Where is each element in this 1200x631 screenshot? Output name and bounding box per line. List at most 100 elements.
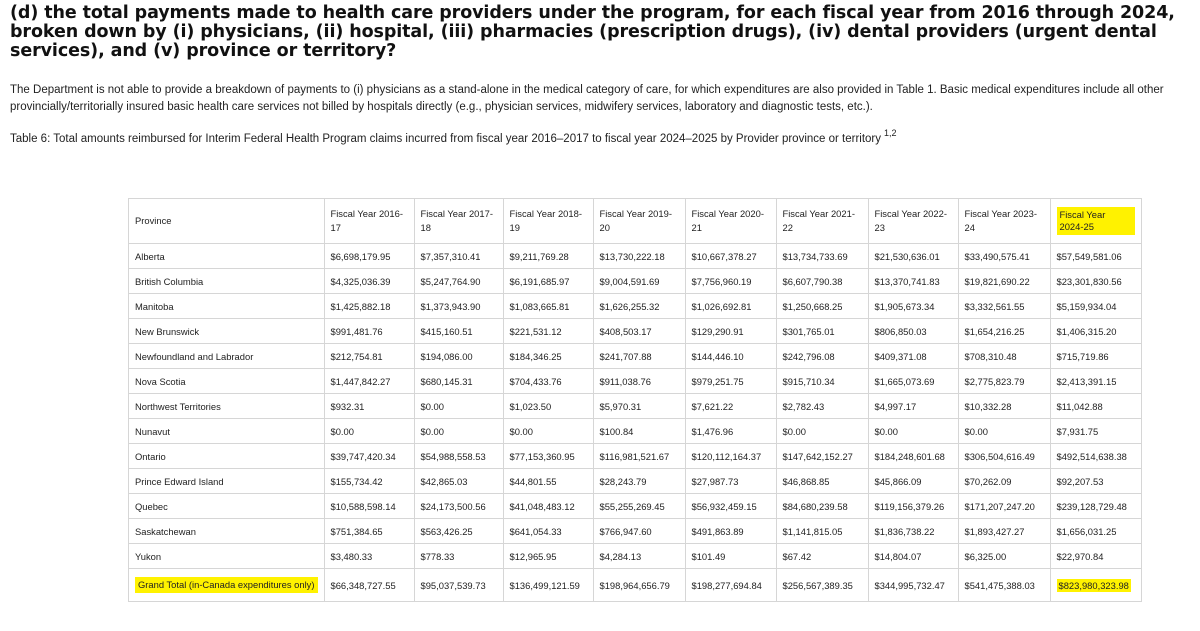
header-fy-2023-24: Fiscal Year 2023-24: [957, 198, 1051, 244]
amount-cell: $1,905,673.34: [867, 293, 959, 319]
amount-cell: $67.42: [775, 543, 869, 569]
table-row: Quebec $10,588,598.14 $24,173,500.56 $41,04…: [128, 493, 1142, 519]
amount-cell: $42,865.03: [413, 468, 504, 494]
province-name-cell: Yukon: [128, 543, 325, 569]
amount-cell: $57,549,581.06: [1049, 243, 1142, 269]
amount-cell: $1,626,255.32: [592, 293, 686, 319]
grand-total-amount-cell: $198,964,656.79: [592, 568, 686, 602]
amount-cell: $33,490,575.41: [957, 243, 1051, 269]
amount-cell: $751,384.65: [323, 518, 415, 544]
amount-cell: $7,931.75: [1049, 418, 1142, 444]
amount-cell: $70,262.09: [957, 468, 1051, 494]
grand-total-amount-cell: $198,277,694.84: [684, 568, 777, 602]
province-name-cell: Ontario: [128, 443, 325, 469]
amount-cell: $84,680,239.58: [775, 493, 869, 519]
amount-cell: $45,866.09: [867, 468, 959, 494]
amount-cell: $492,514,638.38: [1049, 443, 1142, 469]
explanation-paragraph: The Department is not able to provide a …: [10, 84, 1164, 113]
amount-cell: $5,970.31: [592, 393, 686, 419]
province-name-cell: Nova Scotia: [128, 368, 325, 394]
amount-cell: $1,373,943.90: [413, 293, 504, 319]
amount-cell: $2,775,823.79: [957, 368, 1051, 394]
header-province: Province: [128, 198, 325, 244]
footnote-reference[interactable]: 1,2: [884, 128, 897, 138]
grand-total-amount-cell: $256,567,389.35: [775, 568, 869, 602]
amount-cell: $1,836,738.22: [867, 518, 959, 544]
amount-cell: $28,243.79: [592, 468, 686, 494]
amount-cell: $23,301,830.56: [1049, 268, 1142, 294]
table-caption: Table 6: Total amounts reimbursed for In…: [10, 125, 897, 148]
amount-cell: $6,698,179.95: [323, 243, 415, 269]
amount-cell: $22,970.84: [1049, 543, 1142, 569]
table-body: Alberta $6,698,179.95 $7,357,310.41 $9,211,…: [128, 243, 1142, 602]
amount-cell: $4,997.17: [867, 393, 959, 419]
amount-cell: $409,371.08: [867, 343, 959, 369]
payments-table: Province Fiscal Year 2016-17 Fiscal Year…: [128, 198, 1142, 602]
amount-cell: $704,433.76: [502, 368, 594, 394]
amount-cell: $1,083,665.81: [502, 293, 594, 319]
amount-cell: $0.00: [867, 418, 959, 444]
header-fy-2022-23: Fiscal Year 2022-23: [867, 198, 959, 244]
amount-cell: $92,207.53: [1049, 468, 1142, 494]
amount-cell: $3,480.33: [323, 543, 415, 569]
amount-cell: $1,023.50: [502, 393, 594, 419]
amount-cell: $10,667,378.27: [684, 243, 777, 269]
province-name-cell: Northwest Territories: [128, 393, 325, 419]
amount-cell: $0.00: [957, 418, 1051, 444]
question-heading: (d) the total payments made to health ca…: [10, 3, 1175, 61]
amount-cell: $100.84: [592, 418, 686, 444]
amount-cell: $641,054.33: [502, 518, 594, 544]
amount-cell: $715,719.86: [1049, 343, 1142, 369]
amount-cell: $9,211,769.28: [502, 243, 594, 269]
amount-cell: $563,426.25: [413, 518, 504, 544]
amount-cell: $14,804.07: [867, 543, 959, 569]
amount-cell: $806,850.03: [867, 318, 959, 344]
amount-cell: $155,734.42: [323, 468, 415, 494]
grand-total-row: Grand Total (in-Canada expenditures only…: [128, 568, 1142, 602]
amount-cell: $39,747,420.34: [323, 443, 415, 469]
amount-cell: $7,621.22: [684, 393, 777, 419]
amount-cell: $708,310.48: [957, 343, 1051, 369]
amount-cell: $184,346.25: [502, 343, 594, 369]
amount-cell: $0.00: [323, 418, 415, 444]
province-name-cell: Newfoundland and Labrador: [128, 343, 325, 369]
grand-total-amount-cell: $95,037,539.73: [413, 568, 504, 602]
amount-cell: $915,710.34: [775, 368, 869, 394]
amount-cell: $101.49: [684, 543, 777, 569]
amount-cell: $184,248,601.68: [867, 443, 959, 469]
header-fy-2016-17: Fiscal Year 2016-17: [323, 198, 415, 244]
amount-cell: $3,332,561.55: [957, 293, 1051, 319]
amount-cell: $46,868.85: [775, 468, 869, 494]
amount-cell: $408,503.17: [592, 318, 686, 344]
amount-cell: $932.31: [323, 393, 415, 419]
amount-cell: $55,255,269.45: [592, 493, 686, 519]
table-row: Nunavut $0.00 $0.00 $0.00 $100.84 $1,476.96 $0…: [128, 418, 1142, 444]
grand-total-highlighted-amount: $823,980,323.98: [1056, 578, 1131, 592]
amount-cell: $119,156,379.26: [867, 493, 959, 519]
amount-cell: $7,756,960.19: [684, 268, 777, 294]
table-row: British Columbia $4,325,036.39 $5,247,764.…: [128, 268, 1142, 294]
grand-total-label: Grand Total (in-Canada expenditures only…: [135, 577, 318, 593]
amount-cell: $991,481.76: [323, 318, 415, 344]
table-row: Saskatchewan $751,384.65 $563,426.25 $641,0…: [128, 518, 1142, 544]
amount-cell: $4,325,036.39: [323, 268, 415, 294]
amount-cell: $1,447,842.27: [323, 368, 415, 394]
amount-cell: $41,048,483.12: [502, 493, 594, 519]
table-row: Alberta $6,698,179.95 $7,357,310.41 $9,211,…: [128, 243, 1142, 269]
amount-cell: $44,801.55: [502, 468, 594, 494]
table-row: Prince Edward Island $155,734.42 $42,865.0…: [128, 468, 1142, 494]
amount-cell: $306,504,616.49: [957, 443, 1051, 469]
header-fy-2019-20: Fiscal Year 2019-20: [592, 198, 686, 244]
amount-cell: $1,656,031.25: [1049, 518, 1142, 544]
amount-cell: $194,086.00: [413, 343, 504, 369]
table-caption-text: Table 6: Total amounts reimbursed for In…: [10, 133, 882, 145]
amount-cell: $10,588,598.14: [323, 493, 415, 519]
amount-cell: $129,290.91: [684, 318, 777, 344]
amount-cell: $1,250,668.25: [775, 293, 869, 319]
header-fy-2021-22: Fiscal Year 2021-22: [775, 198, 869, 244]
amount-cell: $27,987.73: [684, 468, 777, 494]
amount-cell: $13,370,741.83: [867, 268, 959, 294]
province-name-cell: Alberta: [128, 243, 325, 269]
grand-total-amount-cell: $136,499,121.59: [502, 568, 594, 602]
amount-cell: $239,128,729.48: [1049, 493, 1142, 519]
